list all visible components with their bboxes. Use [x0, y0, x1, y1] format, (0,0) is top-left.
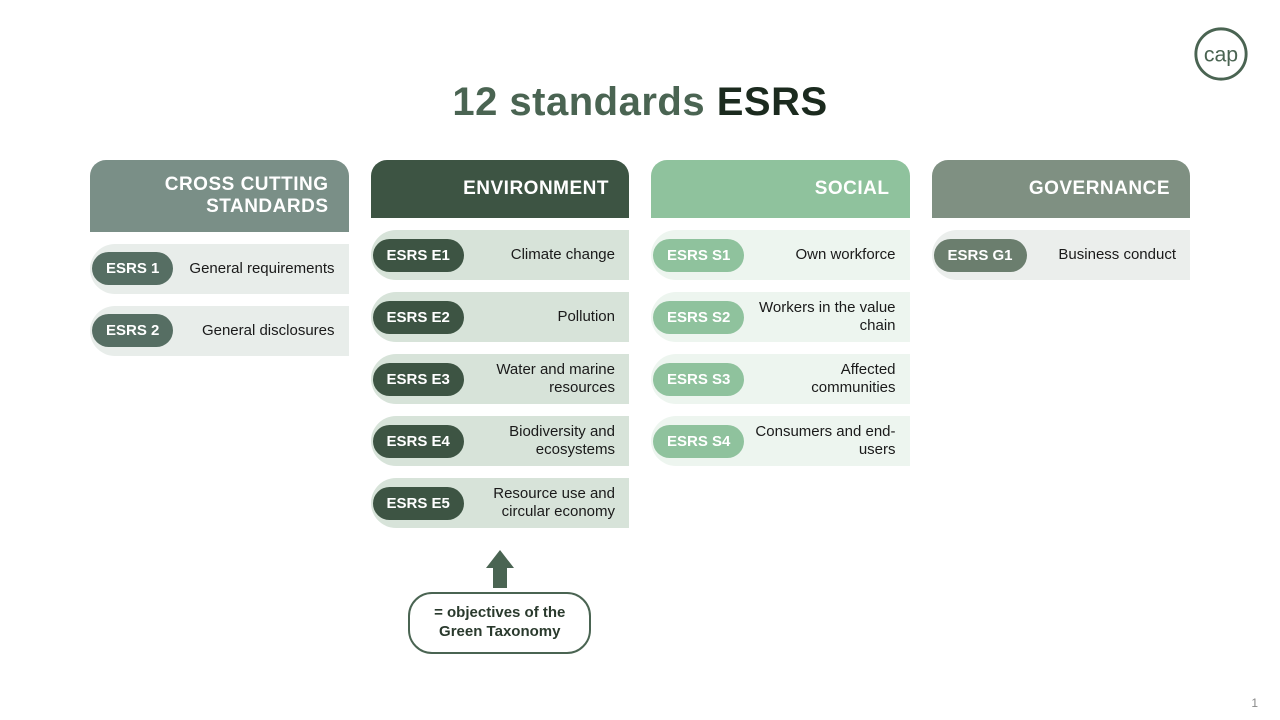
standard-code-pill: ESRS S1	[653, 239, 744, 272]
standard-code-pill: ESRS 2	[92, 314, 173, 347]
page-title: 12 standards ESRS	[0, 0, 1280, 125]
standard-item: ESRS S2Workers in the value chain	[651, 292, 910, 342]
standard-label: Affected communities	[744, 361, 895, 397]
column-3: GOVERNANCE ESRS G1Business conduct	[932, 160, 1191, 280]
column-header: ENVIRONMENT	[371, 160, 630, 218]
column-header: CROSS CUTTING STANDARDS	[90, 160, 349, 232]
standard-label: Workers in the value chain	[744, 299, 895, 335]
standard-code-pill: ESRS S2	[653, 301, 744, 334]
standard-label: Own workforce	[744, 246, 895, 264]
standard-label: General disclosures	[173, 322, 334, 340]
column-header: SOCIAL	[651, 160, 910, 218]
callout-box: = objectives of theGreen Taxonomy	[408, 592, 591, 654]
standard-item: ESRS E2Pollution	[371, 292, 630, 342]
standard-code-pill: ESRS G1	[934, 239, 1027, 272]
standard-code-pill: ESRS S3	[653, 363, 744, 396]
columns-container: CROSS CUTTING STANDARDS ESRS 1General req…	[0, 125, 1280, 654]
arrow-stem	[493, 568, 507, 588]
standard-code-pill: ESRS E2	[373, 301, 464, 334]
column-header: GOVERNANCE	[932, 160, 1191, 218]
standard-code-pill: ESRS E5	[373, 487, 464, 520]
standard-item: ESRS G1Business conduct	[932, 230, 1191, 280]
standard-item: ESRS S4Consumers and end-users	[651, 416, 910, 466]
standard-label: Consumers and end-users	[744, 423, 895, 459]
cap-logo-icon: cap	[1192, 25, 1250, 83]
standard-label: Climate change	[464, 246, 615, 264]
standard-label: Resource use and circular economy	[464, 485, 615, 521]
standard-code-pill: ESRS 1	[92, 252, 173, 285]
arrow-up-icon	[486, 550, 514, 568]
standard-label: General requirements	[173, 260, 334, 278]
callout-wrapper: = objectives of theGreen Taxonomy	[371, 550, 630, 654]
standard-item: ESRS S1Own workforce	[651, 230, 910, 280]
svg-text:cap: cap	[1204, 43, 1238, 67]
title-word-1: 12 standards	[452, 80, 705, 124]
column-2: SOCIAL ESRS S1Own workforce ESRS S2Workers…	[651, 160, 910, 466]
standard-code-pill: ESRS E1	[373, 239, 464, 272]
standard-item: ESRS E3Water and marine resources	[371, 354, 630, 404]
standard-label: Biodiversity and ecosystems	[464, 423, 615, 459]
column-1: ENVIRONMENT ESRS E1Climate change ESRS E2P…	[371, 160, 630, 654]
standard-item: ESRS E4Biodiversity and ecosystems	[371, 416, 630, 466]
standard-code-pill: ESRS S4	[653, 425, 744, 458]
standard-label: Business conduct	[1027, 246, 1176, 264]
standard-item: ESRS 2General disclosures	[90, 306, 349, 356]
page-number: 1	[1251, 696, 1258, 710]
column-0: CROSS CUTTING STANDARDS ESRS 1General req…	[90, 160, 349, 356]
standard-item: ESRS E5Resource use and circular economy	[371, 478, 630, 528]
standard-code-pill: ESRS E4	[373, 425, 464, 458]
standard-label: Pollution	[464, 308, 615, 326]
standard-label: Water and marine resources	[464, 361, 615, 397]
standard-code-pill: ESRS E3	[373, 363, 464, 396]
title-word-2: ESRS	[717, 80, 828, 124]
standard-item: ESRS S3Affected communities	[651, 354, 910, 404]
standard-item: ESRS 1General requirements	[90, 244, 349, 294]
standard-item: ESRS E1Climate change	[371, 230, 630, 280]
